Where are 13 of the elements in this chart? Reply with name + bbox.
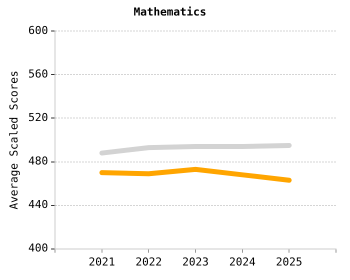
y-tick-label: 560: [28, 68, 48, 81]
chart-title: Mathematics: [134, 5, 206, 18]
x-tick-label: 2023: [182, 255, 209, 268]
x-tick-label: 2021: [88, 255, 116, 268]
y-tick-label: 440: [28, 198, 48, 212]
x-tick-label: 2022: [135, 255, 162, 268]
x-tick-label: 2024: [229, 255, 256, 268]
y-tick-label: 400: [28, 242, 48, 255]
x-tick-label: 2025: [276, 255, 302, 268]
y-tick-label: 520: [28, 111, 48, 124]
y-tick-label: 600: [28, 24, 48, 38]
y-axis-title: Average Scaled Scores: [7, 70, 20, 210]
y-tick-label: 480: [28, 154, 48, 168]
